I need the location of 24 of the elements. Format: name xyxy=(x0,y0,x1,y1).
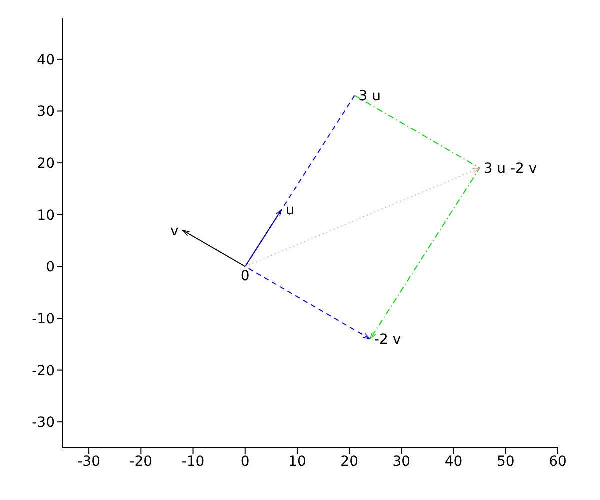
x-tick-label: 10 xyxy=(288,454,306,470)
annotation: v xyxy=(170,223,179,240)
y-tick-label: 10 xyxy=(37,208,55,224)
annotation: 0 xyxy=(240,268,250,285)
y-tick-label: 20 xyxy=(37,156,55,172)
x-tick-label: 60 xyxy=(549,454,567,470)
y-tick-label: 40 xyxy=(37,52,55,68)
x-tick-label: -10 xyxy=(182,454,205,470)
x-tick-label: 0 xyxy=(240,454,250,470)
x-tick-label: 20 xyxy=(340,454,358,470)
x-tick-label: -30 xyxy=(78,454,100,470)
annotation: -2 v xyxy=(374,332,402,348)
y-tick-label: 0 xyxy=(46,260,55,276)
y-tick-label: 30 xyxy=(37,104,55,120)
annotation: 3 u xyxy=(358,88,382,105)
y-tick-label: -10 xyxy=(32,311,55,328)
y-tick-label: -30 xyxy=(32,415,55,432)
annotation: 3 u -2 v xyxy=(484,161,538,178)
y-tick-label: -20 xyxy=(32,363,55,380)
x-tick-label: 50 xyxy=(496,454,515,470)
x-tick-label: -20 xyxy=(130,454,153,470)
x-tick-label: 40 xyxy=(444,454,463,470)
x-tick-label: 30 xyxy=(392,454,411,470)
annotation: u xyxy=(286,202,295,219)
